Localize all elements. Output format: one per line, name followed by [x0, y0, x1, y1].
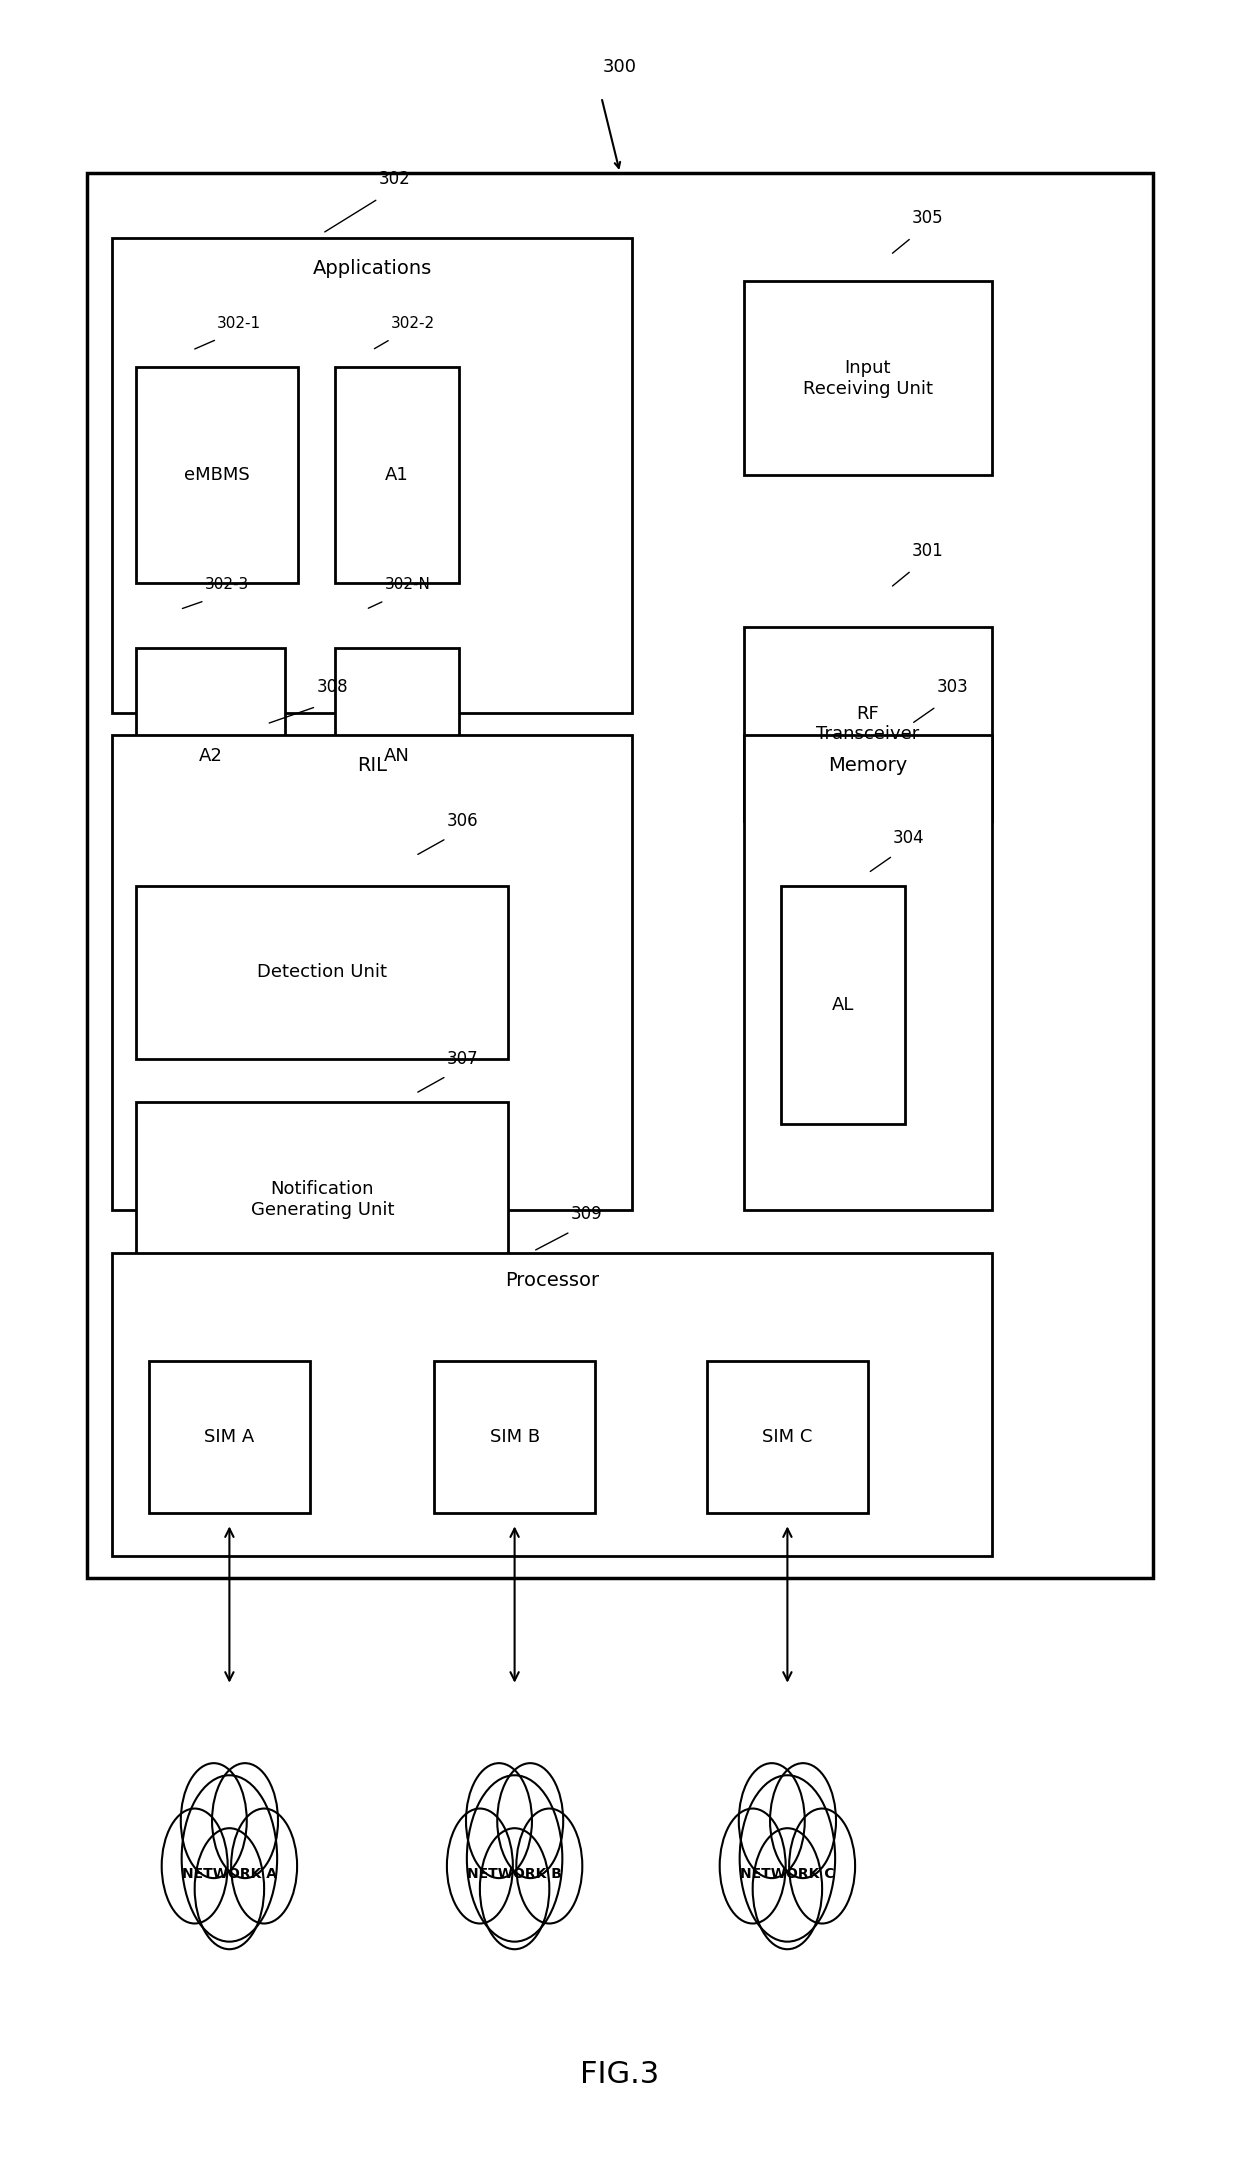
FancyBboxPatch shape: [136, 367, 298, 583]
FancyBboxPatch shape: [434, 1361, 595, 1513]
FancyBboxPatch shape: [444, 1379, 605, 1530]
Text: 305: 305: [911, 210, 944, 227]
Text: RIL: RIL: [357, 756, 387, 776]
FancyBboxPatch shape: [112, 238, 632, 713]
FancyBboxPatch shape: [149, 1361, 310, 1513]
Text: 302-N: 302-N: [384, 577, 430, 592]
Text: AN: AN: [384, 748, 409, 765]
Text: Processor: Processor: [505, 1271, 599, 1290]
Text: SIM A: SIM A: [205, 1428, 254, 1446]
Text: 301: 301: [911, 542, 944, 560]
Circle shape: [497, 1763, 563, 1878]
FancyBboxPatch shape: [335, 367, 459, 583]
Circle shape: [770, 1763, 836, 1878]
Text: A2: A2: [198, 748, 223, 765]
Text: 309: 309: [570, 1206, 603, 1223]
Circle shape: [789, 1809, 856, 1923]
FancyBboxPatch shape: [146, 1119, 518, 1314]
FancyBboxPatch shape: [345, 666, 469, 882]
Circle shape: [195, 1828, 264, 1949]
FancyBboxPatch shape: [136, 1102, 508, 1297]
Circle shape: [181, 1776, 277, 1941]
Text: NETWORK A: NETWORK A: [182, 1867, 277, 1880]
FancyBboxPatch shape: [754, 644, 1002, 838]
Text: Memory: Memory: [828, 756, 908, 776]
FancyBboxPatch shape: [744, 735, 992, 1210]
Text: 303: 303: [936, 679, 968, 696]
FancyBboxPatch shape: [335, 648, 459, 864]
FancyBboxPatch shape: [146, 666, 295, 882]
Circle shape: [753, 1828, 822, 1949]
Text: Detection Unit: Detection Unit: [258, 964, 387, 981]
Text: 300: 300: [603, 58, 637, 76]
Text: 302-3: 302-3: [205, 577, 249, 592]
Text: 304: 304: [893, 830, 925, 847]
Circle shape: [231, 1809, 298, 1923]
Text: Applications: Applications: [312, 259, 432, 279]
Circle shape: [446, 1809, 513, 1923]
FancyBboxPatch shape: [87, 173, 1153, 1578]
FancyBboxPatch shape: [781, 886, 905, 1124]
Text: Input
Receiving Unit: Input Receiving Unit: [804, 359, 932, 398]
Circle shape: [480, 1828, 549, 1949]
Circle shape: [719, 1809, 786, 1923]
Text: 302-1: 302-1: [217, 316, 262, 331]
Text: FIG.3: FIG.3: [580, 2059, 660, 2090]
Circle shape: [212, 1763, 278, 1878]
FancyBboxPatch shape: [791, 903, 915, 1141]
FancyBboxPatch shape: [146, 903, 518, 1076]
Circle shape: [161, 1809, 228, 1923]
Circle shape: [739, 1776, 836, 1941]
Circle shape: [466, 1763, 532, 1878]
Text: NETWORK C: NETWORK C: [740, 1867, 835, 1880]
FancyBboxPatch shape: [707, 1361, 868, 1513]
Text: SIM C: SIM C: [763, 1428, 812, 1446]
Circle shape: [739, 1763, 805, 1878]
Text: 302: 302: [378, 171, 410, 188]
Text: SIM B: SIM B: [490, 1428, 539, 1446]
Circle shape: [181, 1763, 247, 1878]
Circle shape: [466, 1776, 563, 1941]
Text: 306: 306: [446, 813, 479, 830]
Text: eMBMS: eMBMS: [184, 467, 250, 484]
Text: RF
Transceiver: RF Transceiver: [816, 704, 920, 743]
Circle shape: [516, 1809, 583, 1923]
FancyBboxPatch shape: [112, 1253, 992, 1556]
FancyBboxPatch shape: [744, 281, 992, 475]
FancyBboxPatch shape: [717, 1379, 878, 1530]
FancyBboxPatch shape: [136, 886, 508, 1059]
FancyBboxPatch shape: [159, 1379, 320, 1530]
Text: 302-2: 302-2: [391, 316, 435, 331]
Text: NETWORK B: NETWORK B: [467, 1867, 562, 1880]
FancyBboxPatch shape: [112, 735, 632, 1210]
FancyBboxPatch shape: [744, 627, 992, 821]
FancyBboxPatch shape: [345, 385, 469, 601]
FancyBboxPatch shape: [136, 648, 285, 864]
Text: Notification
Generating Unit: Notification Generating Unit: [250, 1180, 394, 1219]
Text: 307: 307: [446, 1050, 479, 1068]
Text: AL: AL: [832, 996, 854, 1014]
Text: 308: 308: [316, 679, 348, 696]
FancyBboxPatch shape: [146, 385, 308, 601]
Text: A1: A1: [384, 467, 409, 484]
FancyBboxPatch shape: [754, 298, 1002, 493]
